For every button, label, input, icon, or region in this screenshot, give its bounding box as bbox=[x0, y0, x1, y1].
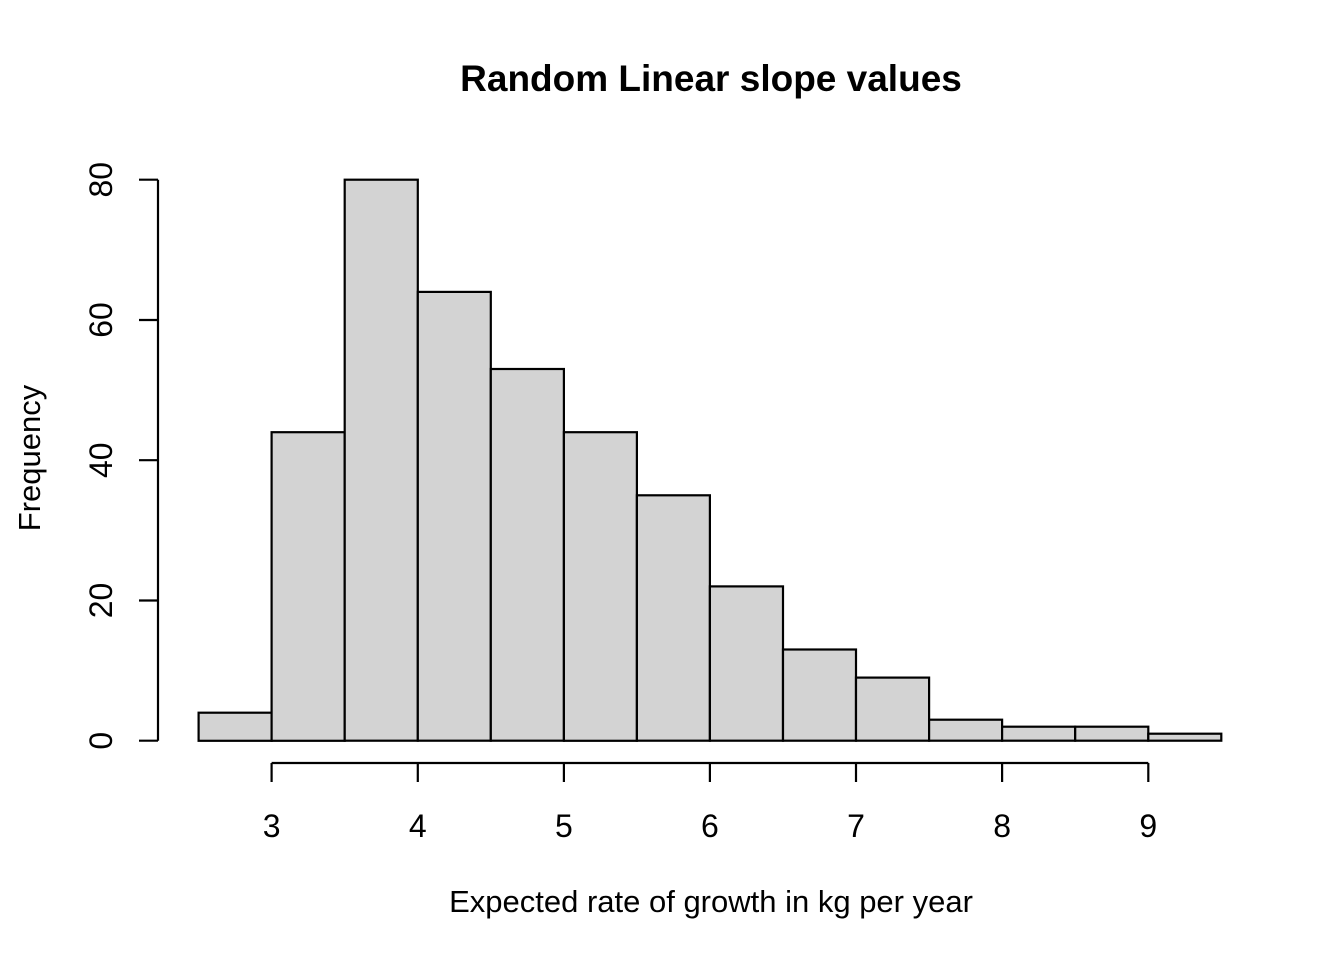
histogram-bar bbox=[416, 290, 492, 742]
y-axis: 0 20 40 60 80 bbox=[83, 162, 160, 750]
histogram-bar bbox=[781, 648, 858, 742]
y-tick-label: 40 bbox=[83, 442, 119, 478]
y-tick-label: 20 bbox=[83, 583, 119, 619]
histogram-bar bbox=[489, 367, 565, 742]
histogram-bar bbox=[854, 676, 931, 742]
histogram-bar bbox=[1147, 732, 1223, 742]
x-tick-label: 8 bbox=[993, 808, 1011, 844]
histogram-bar bbox=[1074, 725, 1150, 742]
histogram-bar bbox=[635, 494, 712, 742]
histogram-bar bbox=[708, 585, 785, 742]
histogram-bar bbox=[197, 711, 273, 742]
x-tick-label: 9 bbox=[1139, 808, 1157, 844]
x-tick-label: 4 bbox=[409, 808, 427, 844]
y-axis-title: Frequency bbox=[12, 384, 47, 531]
x-tick-label: 6 bbox=[701, 808, 719, 844]
histogram-bar bbox=[562, 431, 639, 742]
x-axis: 3 4 5 6 7 8 9 bbox=[263, 761, 1157, 844]
histogram-bar bbox=[343, 178, 419, 742]
y-tick-label: 80 bbox=[83, 162, 119, 198]
x-tick-label: 7 bbox=[847, 808, 865, 844]
y-tick-label: 60 bbox=[83, 302, 119, 338]
x-tick-label: 3 bbox=[263, 808, 281, 844]
histogram-bar bbox=[927, 718, 1004, 742]
y-tick-label: 0 bbox=[83, 732, 119, 750]
chart-title: Random Linear slope values bbox=[460, 58, 962, 99]
histogram-bar bbox=[270, 431, 346, 742]
histogram-bar bbox=[1000, 725, 1077, 742]
bars-group bbox=[197, 178, 1223, 742]
x-axis-title: Expected rate of growth in kg per year bbox=[449, 884, 973, 919]
x-tick-label: 5 bbox=[555, 808, 573, 844]
